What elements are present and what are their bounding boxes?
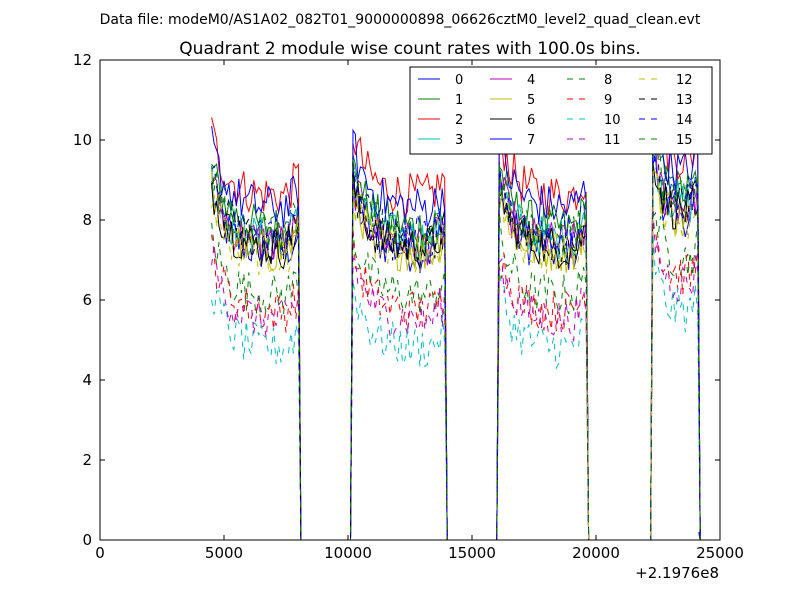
series-line-11 (211, 206, 701, 540)
x-tick-label: 20000 (572, 544, 620, 562)
x-tick-label: 25000 (696, 544, 744, 562)
legend-box (409, 66, 713, 155)
legend-label: 4 (527, 73, 535, 88)
legend-label: 5 (527, 93, 535, 108)
series-line-10 (211, 235, 701, 540)
series-line-8 (211, 211, 701, 540)
x-tick-label: 10000 (324, 544, 372, 562)
legend-label: 3 (455, 133, 463, 148)
legend-label: 11 (604, 133, 621, 148)
figure-suptitle: Data file: modeM0/AS1A02_082T01_90000008… (100, 12, 701, 28)
y-tick-label: 6 (82, 291, 92, 309)
legend-label: 14 (676, 113, 693, 128)
legend-label: 2 (455, 113, 463, 128)
legend-label: 7 (527, 133, 535, 148)
legend-label: 9 (604, 93, 612, 108)
y-tick-label: 2 (82, 451, 92, 469)
series-line-7 (211, 117, 701, 540)
legend-label: 15 (676, 133, 693, 148)
series-line-14 (211, 145, 701, 540)
y-tick-label: 10 (73, 131, 92, 149)
series-line-12 (211, 168, 701, 540)
legend-label: 1 (455, 93, 463, 108)
x-axis: 0 5000 10000 15000 20000 25000 (95, 60, 744, 562)
x-offset-label: +2.1976e8 (635, 564, 719, 582)
y-tick-label: 12 (73, 51, 92, 69)
x-tick-label: 15000 (448, 544, 496, 562)
legend-label: 8 (604, 73, 612, 88)
legend-label: 6 (527, 113, 535, 128)
y-tick-label: 0 (82, 531, 92, 549)
series-line-6 (211, 161, 701, 540)
series-line-2 (211, 111, 701, 540)
series-layer (211, 111, 701, 540)
x-tick-label: 0 (95, 544, 105, 562)
y-tick-label: 8 (82, 211, 92, 229)
legend-label: 13 (676, 93, 693, 108)
chart-title: Quadrant 2 module wise count rates with … (179, 39, 640, 59)
legend-label: 0 (455, 73, 463, 88)
x-tick-label: 5000 (205, 544, 243, 562)
series-line-9 (211, 226, 701, 540)
series-line-5 (211, 167, 701, 540)
legend-label: 12 (676, 73, 693, 88)
legend-label: 10 (604, 113, 621, 128)
series-line-15 (211, 134, 701, 540)
y-tick-label: 4 (82, 371, 92, 389)
